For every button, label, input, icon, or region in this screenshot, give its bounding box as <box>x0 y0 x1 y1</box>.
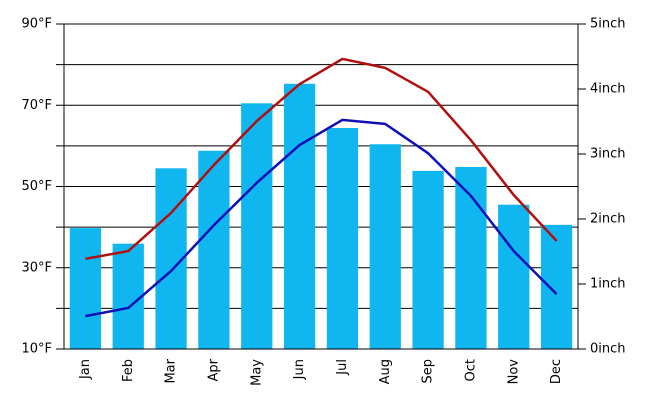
line <box>85 57 558 261</box>
bar <box>369 144 401 349</box>
x-tick-label: Apr <box>206 358 221 381</box>
x-tick-label: Sep <box>421 359 436 384</box>
x-tick-label: Nov <box>506 359 521 385</box>
y-tick-label: 50°F <box>21 179 52 194</box>
bar <box>112 243 144 349</box>
x-tick-label: Dec <box>549 359 564 384</box>
y-tick-label: 30°F <box>21 260 52 275</box>
x-tick-label: Feb <box>121 359 136 382</box>
x-tick-label: Jun <box>292 359 307 380</box>
bar <box>241 103 273 349</box>
y2-tick-label: 4inch <box>590 82 626 97</box>
bar <box>498 204 530 349</box>
x-tick-label: Aug <box>378 359 393 384</box>
bar <box>540 224 573 349</box>
x-tick-label: Oct <box>463 359 478 381</box>
bar <box>412 170 444 349</box>
y-tick-label: 10°F <box>21 342 52 357</box>
bar <box>283 83 316 350</box>
y-tick-label: 70°F <box>21 98 52 113</box>
lines <box>85 57 558 318</box>
y2-tick-label: 0inch <box>590 342 626 357</box>
x-tick-label: Jan <box>78 359 93 380</box>
x-tick-label: Jul <box>335 359 350 376</box>
y-tick-label: 90°F <box>21 17 52 32</box>
y2-tick-label: 5inch <box>590 17 626 32</box>
bars <box>69 83 573 350</box>
y2-tick-label: 1inch <box>590 277 626 292</box>
bar <box>326 128 359 349</box>
line <box>85 118 558 318</box>
y2-tick-label: 2inch <box>590 212 626 227</box>
y2-tick-label: 3inch <box>590 147 626 162</box>
x-tick-label: May <box>249 359 264 386</box>
x-tick-label: Mar <box>164 358 179 383</box>
bar <box>69 228 102 349</box>
bar <box>198 150 230 349</box>
